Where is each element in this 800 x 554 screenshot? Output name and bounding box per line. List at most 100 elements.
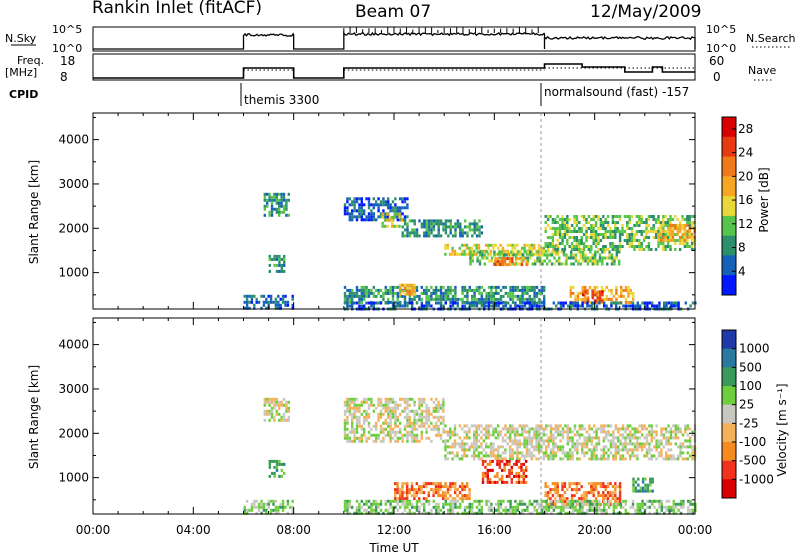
echo-cell [485, 502, 488, 506]
echo-cell [524, 250, 527, 254]
echo-cell [556, 488, 559, 492]
echo-cell [423, 304, 426, 308]
echo-cell [492, 301, 495, 305]
echo-cell [545, 445, 548, 449]
colorbar-swatch [722, 235, 736, 256]
echo-cell [401, 494, 404, 498]
echo-cell [606, 256, 609, 260]
echo-cell [355, 418, 359, 422]
echo-cell [626, 448, 629, 452]
echo-cell [363, 415, 366, 419]
echo-cell [284, 294, 287, 298]
echo-cell [388, 218, 392, 222]
echo-cell [619, 433, 622, 437]
echo-cell [439, 234, 443, 238]
echo-cell [594, 245, 598, 248]
echo-cell [262, 300, 266, 304]
echo-cell [389, 418, 392, 422]
echo-cell [406, 225, 409, 229]
echo-cell [365, 197, 368, 201]
echo-cell [601, 293, 604, 297]
echo-cell [459, 502, 462, 506]
echo-cell [372, 285, 375, 289]
echo-cell [343, 285, 347, 289]
echo-cell [576, 511, 579, 515]
echo-cell [497, 499, 500, 503]
echo-cell [607, 502, 611, 506]
echo-cell [602, 491, 605, 495]
echo-cell [583, 442, 586, 446]
echo-cell [563, 485, 567, 489]
echo-cell [645, 448, 649, 452]
echo-cell [559, 439, 562, 443]
echo-cell [576, 433, 579, 437]
echo-cell [618, 230, 622, 233]
echo-cell [504, 439, 507, 443]
echo-cell [533, 436, 536, 440]
echo-cell [275, 198, 278, 202]
echo-cell [389, 421, 392, 425]
echo-cell [573, 230, 576, 233]
echo-cell [355, 291, 359, 295]
echo-cell [280, 474, 283, 478]
echo-cell [598, 259, 602, 263]
echo-cell [645, 224, 648, 227]
echo-cell [640, 215, 643, 218]
echo-cell [598, 256, 602, 260]
echo-cell [384, 421, 387, 425]
echo-cell [614, 494, 617, 498]
velocity-x-ticks: 00:00 04:00 08:00 12:00 16:00 20:00 00:00 [76, 318, 712, 537]
echo-cell [570, 230, 574, 233]
echo-cell [600, 454, 603, 458]
echo-cell [665, 457, 668, 461]
beam-title: Beam 07 [355, 2, 431, 22]
echo-cell [551, 218, 555, 221]
echo-cell [434, 491, 438, 495]
echo-cell [425, 225, 428, 229]
echo-cell [454, 222, 457, 226]
echo-cell [581, 502, 584, 506]
echo-cell [542, 430, 545, 434]
echo-cell [377, 301, 380, 305]
echo-cell [449, 511, 452, 515]
echo-cell [427, 228, 431, 232]
echo-cell [594, 250, 597, 254]
echo-cell [610, 256, 614, 260]
echo-cell [499, 260, 502, 264]
echo-cell [391, 285, 395, 289]
echo-cell [245, 300, 249, 304]
echo-cell [381, 224, 384, 228]
echo-cell [291, 303, 294, 307]
echo-cell [469, 256, 472, 260]
echo-cell [274, 297, 278, 301]
echo-cell [647, 236, 651, 239]
echo-cell [531, 301, 534, 305]
echo-cell [559, 301, 563, 305]
echo-cell [260, 511, 263, 515]
echo-cell [557, 505, 560, 509]
echo-cell [543, 294, 546, 298]
echo-cell [348, 499, 351, 503]
echo-cell [597, 457, 601, 461]
echo-cell [451, 301, 455, 305]
echo-cell [600, 457, 603, 461]
echo-cell [466, 482, 469, 486]
cpid-label: CPID [9, 88, 38, 101]
echo-cell [267, 303, 270, 307]
echo-cell [454, 505, 457, 509]
echo-cell [675, 502, 678, 506]
echo-cell [571, 508, 575, 512]
echo-cell [485, 300, 488, 304]
echo-cell [425, 297, 428, 301]
echo-cell [628, 227, 631, 230]
echo-cell [384, 502, 387, 506]
echo-cell [672, 454, 675, 458]
echo-cell [616, 497, 619, 501]
echo-cell [372, 291, 375, 295]
echo-cell [686, 221, 689, 224]
echo-cell [597, 215, 600, 218]
echo-cell [466, 225, 469, 229]
echo-cell [501, 468, 504, 472]
echo-cell [605, 285, 608, 289]
echo-cell [538, 300, 541, 304]
